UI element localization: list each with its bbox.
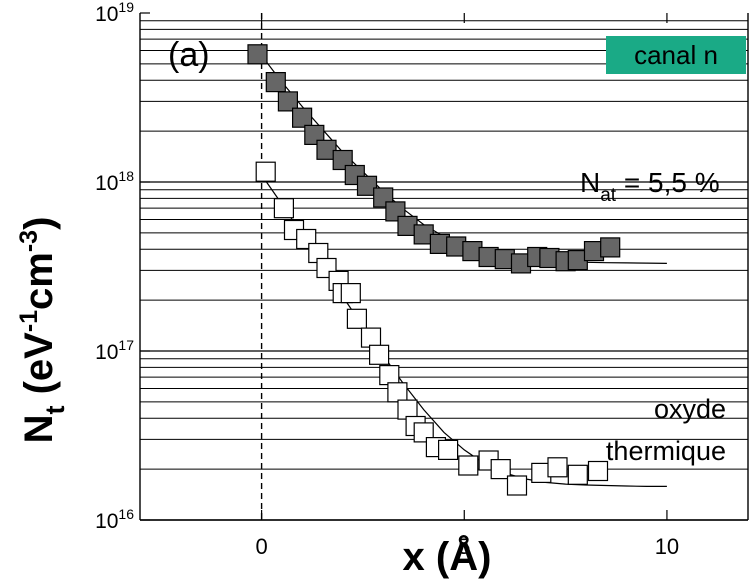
open-square-marker [273,198,294,219]
y-title-exp2: -3 [15,230,43,252]
open-square-marker [547,457,568,478]
open-square-marker [379,365,400,386]
oxyde-label-line1: oxyde [654,394,726,424]
axes: 0 5 10 1016 1017 1018 1019 [95,0,749,559]
nat-sub: at [600,185,617,206]
filled-square-marker [316,139,337,160]
oxyde-label-line2: thermique [606,436,726,466]
y-title-unit2: cm [17,252,61,310]
y-tick-label: 1019 [95,0,134,26]
filled-square-marker [247,44,268,65]
open-square-marker [567,464,588,485]
filled-square-marker [304,124,325,146]
filled-square-marker [332,149,353,171]
y-tick-label: 1016 [95,506,134,533]
nat-main: N [580,167,600,198]
open-square-marker [438,439,459,460]
panel-label: (a) [168,36,210,74]
y-tick-label: 1017 [95,337,134,364]
open-square-marker [369,344,390,365]
open-square-marker [255,161,276,182]
y-title-paren-close: ) [17,217,61,230]
open-square-marker [490,459,511,480]
y-title-paren-open: (eV [17,332,61,406]
open-square-marker [346,308,367,329]
y-title-sub: t [40,406,70,415]
filled-square-marker [292,107,313,128]
y-axis-title: Nt (eV-1cm-3) [15,217,70,444]
nat-rest: = 5,5 % [616,167,720,198]
filled-square-marker [600,237,621,258]
x-axis-title: x (Å) [403,534,492,579]
y-title-exp1: -1 [15,310,43,332]
open-square-marker [587,460,609,482]
open-square-marker [340,283,361,304]
open-square-marker [506,475,528,496]
y-tick-label: 1018 [95,168,134,195]
x-tick-label: 0 [255,534,267,559]
filled-square-marker [356,175,378,196]
open-square-marker [458,455,479,476]
filled-square-marker [265,71,286,93]
badge-background [606,36,746,74]
x-tick-label: 5 [458,534,470,559]
nat-annotation: Nat = 5,5 % [580,167,720,206]
open-square-marker [360,327,382,348]
open-square-marker [387,382,408,403]
y-title-main: N [17,415,61,444]
badge-label: canal n [634,40,718,70]
data-markers [247,44,621,496]
x-tick-label: 10 [655,534,679,559]
filled-square-marker [277,91,298,112]
